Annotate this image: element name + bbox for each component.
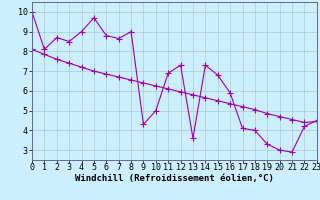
X-axis label: Windchill (Refroidissement éolien,°C): Windchill (Refroidissement éolien,°C)	[75, 174, 274, 183]
